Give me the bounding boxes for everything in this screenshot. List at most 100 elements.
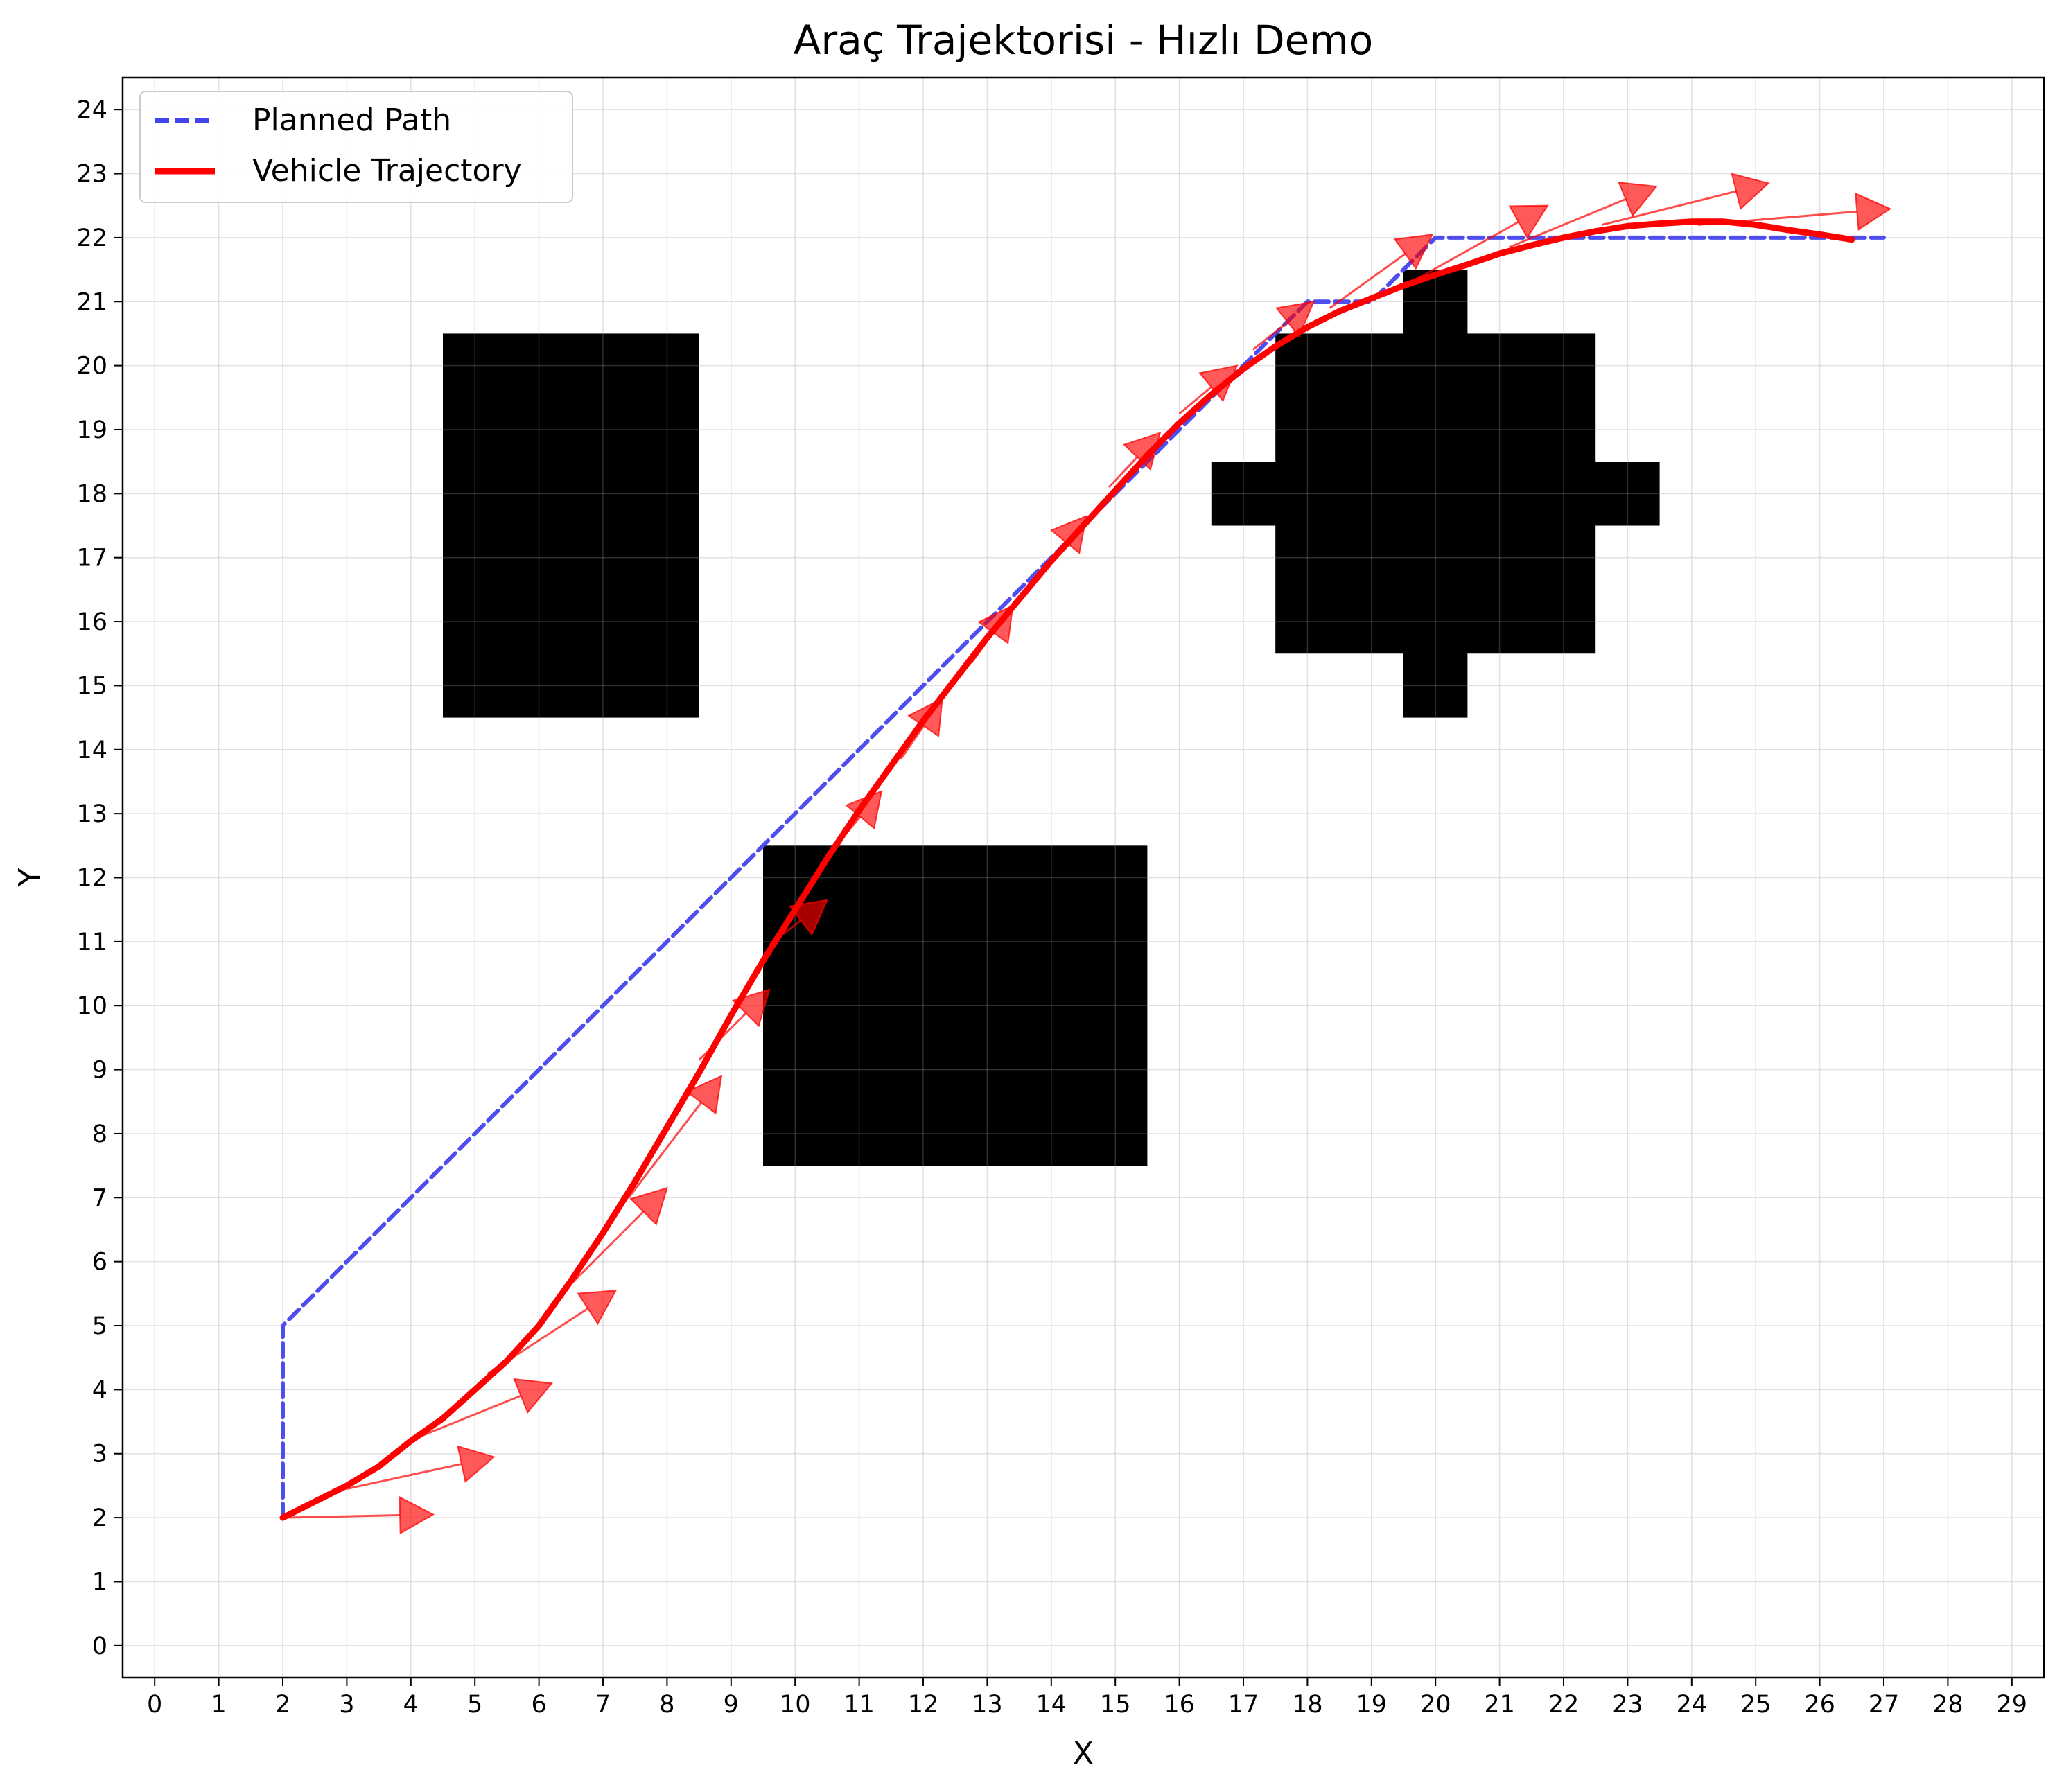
x-tick-label-5: 5 — [467, 1691, 482, 1719]
heading-arrow-0 — [282, 1495, 435, 1535]
x-tick-label-10: 10 — [780, 1691, 811, 1719]
y-tick-label-1: 1 — [92, 1568, 107, 1596]
heading-arrow-shaft-1 — [347, 1463, 462, 1491]
heading-arrow-13 — [1178, 364, 1239, 415]
heading-arrow-shaft-17 — [1508, 197, 1627, 249]
y-tick-label-17: 17 — [76, 545, 107, 572]
heading-arrow-shaft-10 — [970, 631, 995, 664]
heading-arrow-head-3 — [577, 1290, 618, 1326]
heading-arrow-shaft-12 — [1108, 456, 1139, 489]
y-tick-label-9: 9 — [92, 1057, 107, 1084]
heading-arrow-12 — [1108, 432, 1162, 489]
y-tick-label-2: 2 — [92, 1504, 107, 1532]
x-tick-label-29: 29 — [1997, 1691, 2028, 1719]
x-tick-label-15: 15 — [1100, 1691, 1131, 1719]
series-line-planned-path — [281, 235, 1886, 1520]
y-tick-label-24: 24 — [76, 96, 107, 124]
heading-arrow-2 — [417, 1378, 554, 1439]
x-tick-label-13: 13 — [972, 1691, 1003, 1719]
y-tick-label-0: 0 — [92, 1633, 107, 1660]
heading-arrow-head-4 — [629, 1186, 668, 1226]
heading-arrow-shaft-4 — [557, 1211, 645, 1298]
heading-arrow-shaft-14 — [1252, 321, 1288, 351]
heading-arrow-head-8 — [845, 790, 883, 830]
heading-arrow-shaft-18 — [1602, 190, 1737, 226]
y-tick-label-8: 8 — [92, 1121, 107, 1148]
heading-arrow-head-17 — [1618, 182, 1658, 218]
heading-arrow-16 — [1415, 204, 1549, 281]
legend-box — [139, 91, 573, 203]
heading-arrow-shaft-3 — [487, 1308, 589, 1375]
heading-arrow-11 — [1040, 515, 1087, 572]
heading-arrow-shaft-13 — [1178, 386, 1212, 415]
y-tick-label-6: 6 — [92, 1249, 107, 1276]
heading-arrow-head-14 — [1275, 301, 1315, 338]
x-tick-label-19: 19 — [1356, 1691, 1388, 1719]
heading-arrow-18 — [1602, 173, 1770, 226]
obstacle-1 — [763, 845, 1148, 1166]
x-tick-label-24: 24 — [1677, 1691, 1708, 1719]
heading-arrow-head-19 — [1855, 192, 1892, 231]
x-tick-label-25: 25 — [1740, 1691, 1772, 1719]
heading-arrow-shaft-9 — [900, 725, 925, 760]
heading-arrow-head-11 — [1050, 515, 1087, 555]
x-axis-label: X — [1073, 1736, 1094, 1771]
x-tick-label-26: 26 — [1804, 1691, 1835, 1719]
heading-arrow-head-5 — [685, 1075, 723, 1115]
heading-arrow-19 — [1697, 192, 1892, 231]
y-tick-label-18: 18 — [76, 480, 107, 508]
heading-arrow-head-9 — [907, 697, 943, 737]
x-tick-label-20: 20 — [1420, 1691, 1451, 1719]
x-tick-label-16: 16 — [1164, 1691, 1195, 1719]
y-tick-label-3: 3 — [92, 1441, 107, 1468]
y-tick-label-16: 16 — [76, 608, 107, 636]
heading-arrow-14 — [1252, 301, 1315, 351]
heading-arrow-shaft-2 — [417, 1394, 522, 1439]
obstacles — [443, 270, 1660, 1166]
x-tick-label-18: 18 — [1292, 1691, 1323, 1719]
heading-arrow-3 — [487, 1290, 618, 1375]
x-tick-label-21: 21 — [1484, 1691, 1515, 1719]
y-tick-label-5: 5 — [92, 1312, 107, 1340]
heading-arrow-5 — [627, 1075, 723, 1199]
y-tick-label-23: 23 — [76, 161, 107, 188]
y-tick-label-11: 11 — [76, 929, 107, 956]
heading-arrow-head-2 — [513, 1378, 554, 1414]
legend-label-planned-path: Planned Path — [252, 103, 451, 138]
heading-arrow-7 — [769, 899, 829, 946]
y-tick-label-12: 12 — [76, 865, 107, 893]
heading-arrow-head-15 — [1393, 234, 1434, 270]
heading-arrow-shaft-5 — [627, 1102, 703, 1199]
heading-arrow-17 — [1508, 182, 1658, 249]
x-tick-label-8: 8 — [659, 1691, 674, 1719]
y-axis-label: Y — [12, 868, 48, 887]
heading-arrow-shaft-19 — [1697, 210, 1857, 226]
y-tick-label-22: 22 — [76, 225, 107, 252]
legend: Planned Path Vehicle Trajectory — [139, 91, 573, 203]
heading-arrow-head-0 — [399, 1495, 435, 1535]
x-tick-label-1: 1 — [211, 1691, 226, 1719]
heading-arrow-shaft-0 — [282, 1514, 401, 1519]
heading-arrow-shaft-7 — [769, 920, 802, 946]
heading-arrow-head-1 — [457, 1445, 496, 1483]
x-tick-label-9: 9 — [724, 1691, 739, 1719]
heading-arrow-1 — [347, 1445, 496, 1491]
heading-arrow-9 — [900, 697, 943, 760]
heading-arrow-8 — [832, 790, 883, 850]
y-tick-label-20: 20 — [76, 353, 107, 380]
y-tick-label-7: 7 — [92, 1184, 107, 1212]
x-tick-label-22: 22 — [1548, 1691, 1580, 1719]
y-tick-label-19: 19 — [76, 416, 107, 444]
y-tick-label-21: 21 — [76, 288, 107, 316]
heading-arrow-4 — [557, 1186, 668, 1298]
heading-arrow-15 — [1329, 234, 1434, 309]
heading-arrow-shaft-16 — [1415, 220, 1519, 281]
x-tick-label-12: 12 — [908, 1691, 939, 1719]
x-tick-label-11: 11 — [843, 1691, 875, 1719]
x-tick-label-4: 4 — [403, 1691, 419, 1719]
heading-arrow-6 — [698, 988, 771, 1061]
heading-arrow-head-7 — [788, 899, 829, 936]
heading-arrows — [282, 173, 1892, 1535]
